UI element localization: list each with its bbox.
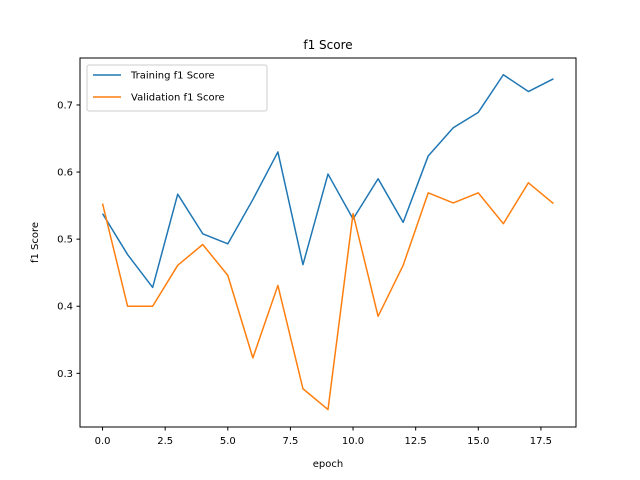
y-tick-label: 0.3 (57, 369, 73, 380)
y-tick-label: 0.6 (57, 168, 73, 179)
y-tick-label: 0.5 (57, 235, 73, 246)
x-tick-label: 7.5 (282, 436, 298, 447)
x-axis: 0.0 2.5 5.0 7.5 10.0 12.5 15.0 17.5 (95, 427, 552, 447)
legend-box (86, 64, 268, 112)
series-line-validation (101, 182, 554, 411)
x-tick-label: 10.0 (342, 436, 364, 447)
chart-title: f1 Score (303, 38, 352, 52)
x-tick-label: 0.0 (95, 436, 111, 447)
legend-label: Training f1 Score (130, 71, 215, 82)
axes-frame (79, 57, 577, 428)
legend: Training f1 Score Validation f1 Score (86, 64, 268, 112)
x-tick-label: 2.5 (157, 436, 173, 447)
y-axis-label: f1 Score (30, 222, 41, 263)
series-line-training (101, 74, 554, 289)
legend-label: Validation f1 Score (131, 93, 225, 104)
x-tick-label: 17.5 (530, 436, 552, 447)
x-tick-label: 15.0 (467, 436, 489, 447)
plot-area (79, 57, 577, 428)
x-tick-label: 5.0 (220, 436, 236, 447)
x-tick-label: 12.5 (405, 436, 427, 447)
y-tick-label: 0.7 (57, 100, 73, 111)
x-axis-label: epoch (313, 459, 343, 470)
y-axis: 0.3 0.4 0.5 0.6 0.7 (57, 100, 80, 380)
series-layer (101, 74, 554, 411)
y-tick-label: 0.4 (57, 302, 73, 313)
